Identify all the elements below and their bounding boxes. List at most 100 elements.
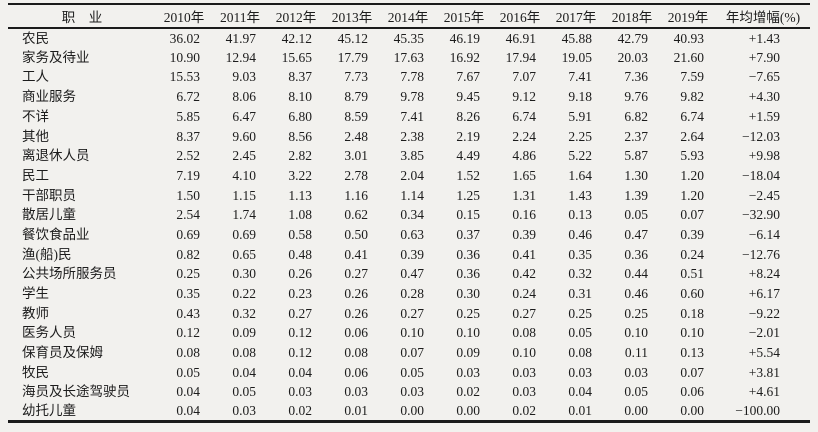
value-cell-2017: 0.05: [568, 325, 592, 341]
table-head: 职 业 2010年 2011年 2012年 2013年 2014年 2015年 2016年 2…: [8, 4, 810, 28]
value-cell-2016: 0.02: [512, 403, 536, 419]
value-cell-2014: 0.07: [400, 345, 424, 361]
table-row: 医务人员 0.12 0.09 0.12 0.06 0.10 0.10 0.08 0.05 0.10…: [8, 323, 810, 343]
value-cell-2015: 46.19: [449, 30, 480, 46]
table-row: 不详 5.85 6.47 6.80 8.59 7.41 8.26 6.74 5.91 6.82 6.…: [8, 107, 810, 127]
value-cell-2010: 15.53: [169, 69, 200, 85]
annual-growth-cell: −32.90: [742, 207, 780, 223]
value-cell-2012: 8.10: [288, 89, 312, 105]
value-cell-2018: 1.30: [624, 167, 648, 183]
value-cell-2013: 17.79: [337, 49, 368, 65]
table-row: 保育员及保姆 0.08 0.08 0.12 0.08 0.07 0.09 0.10 0.08 0.…: [8, 343, 810, 363]
value-cell-2019: 5.93: [680, 148, 704, 164]
table-row: 餐饮食品业 0.69 0.69 0.58 0.50 0.63 0.37 0.39 0.46 0.4…: [8, 225, 810, 245]
row-occupation-label: 餐饮食品业: [22, 226, 90, 242]
table-row: 学生 0.35 0.22 0.23 0.26 0.28 0.30 0.24 0.31 0.46 0.…: [8, 284, 810, 304]
row-occupation-label: 其他: [22, 128, 49, 144]
value-cell-2013: 0.41: [344, 246, 368, 262]
value-cell-2015: 0.15: [456, 207, 480, 223]
row-occupation-label: 工人: [22, 69, 49, 85]
value-cell-2012: 3.22: [288, 167, 312, 183]
value-cell-2016: 9.12: [512, 89, 536, 105]
value-cell-2019: 0.07: [680, 207, 704, 223]
value-cell-2015: 0.09: [456, 345, 480, 361]
value-cell-2014: 17.63: [393, 49, 424, 65]
header-year-2019: 2019年: [667, 10, 709, 25]
value-cell-2013: 0.50: [344, 226, 368, 242]
annual-growth-cell: +4.61: [748, 384, 780, 400]
value-cell-2016: 17.94: [505, 49, 536, 65]
value-cell-2018: 6.82: [624, 108, 648, 124]
value-cell-2014: 7.78: [400, 69, 424, 85]
value-cell-2017: 0.04: [568, 384, 592, 400]
value-cell-2014: 3.85: [400, 148, 424, 164]
value-cell-2019: 7.59: [680, 69, 704, 85]
value-cell-2018: 0.10: [624, 325, 648, 341]
value-cell-2016: 4.86: [512, 148, 536, 164]
value-cell-2011: 6.47: [232, 108, 256, 124]
value-cell-2017: 5.91: [568, 108, 592, 124]
header-year-2015: 2015年: [443, 10, 485, 25]
row-occupation-label: 海员及长途驾驶员: [22, 384, 130, 400]
value-cell-2011: 9.60: [232, 128, 256, 144]
value-cell-2016: 0.39: [512, 226, 536, 242]
value-cell-2010: 10.90: [169, 49, 200, 65]
value-cell-2019: 0.07: [680, 364, 704, 380]
table-header-row: 职 业 2010年 2011年 2012年 2013年 2014年 2015年 2016年 2…: [8, 4, 810, 28]
value-cell-2012: 2.82: [288, 148, 312, 164]
value-cell-2011: 0.05: [232, 384, 256, 400]
value-cell-2018: 1.39: [624, 187, 648, 203]
value-cell-2017: 0.13: [568, 207, 592, 223]
value-cell-2016: 6.74: [512, 108, 536, 124]
value-cell-2013: 0.27: [344, 266, 368, 282]
value-cell-2013: 0.62: [344, 207, 368, 223]
value-cell-2017: 2.25: [568, 128, 592, 144]
annual-growth-cell: −2.01: [748, 325, 780, 341]
value-cell-2015: 0.00: [456, 403, 480, 419]
row-occupation-label: 农民: [22, 30, 49, 46]
value-cell-2012: 8.56: [288, 128, 312, 144]
row-occupation-label: 渔(船)民: [22, 246, 72, 262]
value-cell-2014: 0.03: [400, 384, 424, 400]
value-cell-2019: 0.51: [680, 266, 704, 282]
value-cell-2017: 45.88: [561, 30, 592, 46]
value-cell-2015: 9.45: [456, 89, 480, 105]
value-cell-2017: 0.31: [568, 286, 592, 302]
value-cell-2015: 1.25: [456, 187, 480, 203]
value-cell-2019: 21.60: [673, 49, 704, 65]
value-cell-2010: 0.04: [176, 384, 200, 400]
value-cell-2012: 0.48: [288, 246, 312, 262]
value-cell-2011: 9.03: [232, 69, 256, 85]
value-cell-2011: 0.65: [232, 246, 256, 262]
scanned-paper-table-page: 职 业 2010年 2011年 2012年 2013年 2014年 2015年 2016年 2…: [0, 3, 818, 432]
value-cell-2018: 5.87: [624, 148, 648, 164]
header-year-2014: 2014年: [387, 10, 429, 25]
value-cell-2015: 0.03: [456, 364, 480, 380]
table-row: 民工 7.19 4.10 3.22 2.78 2.04 1.52 1.65 1.64 1.30 1.…: [8, 166, 810, 186]
annual-growth-cell: +1.43: [748, 30, 780, 46]
value-cell-2018: 0.25: [624, 305, 648, 321]
value-cell-2011: 0.30: [232, 266, 256, 282]
table-row: 教师 0.43 0.32 0.27 0.26 0.27 0.25 0.27 0.25 0.25 0.…: [8, 304, 810, 324]
value-cell-2014: 2.04: [400, 167, 424, 183]
value-cell-2016: 0.27: [512, 305, 536, 321]
value-cell-2013: 0.08: [344, 345, 368, 361]
row-occupation-label: 保育员及保姆: [22, 345, 103, 361]
value-cell-2017: 0.03: [568, 364, 592, 380]
value-cell-2014: 0.28: [400, 286, 424, 302]
value-cell-2011: 0.32: [232, 305, 256, 321]
value-cell-2016: 0.03: [512, 364, 536, 380]
value-cell-2014: 9.78: [400, 89, 424, 105]
annual-growth-cell: +3.81: [748, 364, 780, 380]
value-cell-2012: 6.80: [288, 108, 312, 124]
occupation-by-year-table: 职 业 2010年 2011年 2012年 2013年 2014年 2015年 2016年 2…: [8, 3, 810, 424]
value-cell-2011: 2.45: [232, 148, 256, 164]
value-cell-2018: 0.46: [624, 286, 648, 302]
value-cell-2014: 45.35: [393, 30, 424, 46]
value-cell-2010: 0.12: [176, 325, 200, 341]
value-cell-2016: 0.42: [512, 266, 536, 282]
value-cell-2010: 2.52: [176, 148, 200, 164]
annual-growth-cell: +6.17: [748, 286, 780, 302]
value-cell-2010: 6.72: [176, 89, 200, 105]
table-row: 农民 36.02 41.97 42.12 45.12 45.35 46.19 46.91 45.…: [8, 28, 810, 48]
